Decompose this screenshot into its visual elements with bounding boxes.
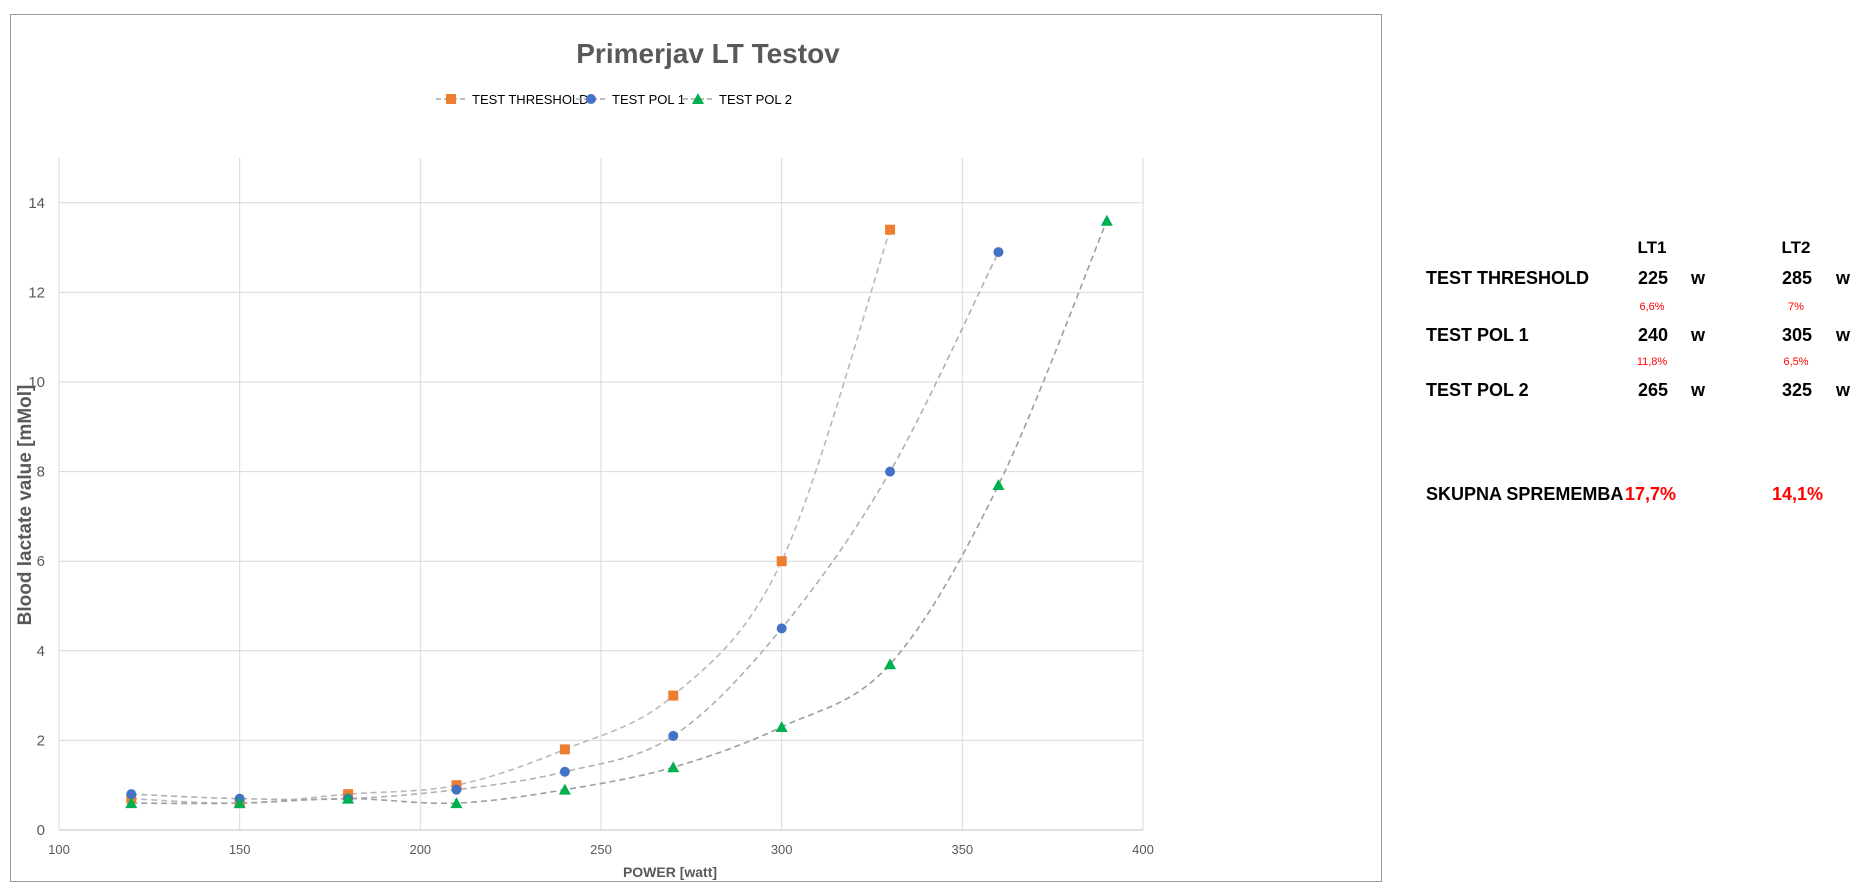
data-point-series-3: [667, 761, 680, 773]
data-point-series-3: [775, 720, 788, 732]
x-tick-label: 250: [590, 842, 612, 857]
unit-label: w: [1836, 325, 1851, 345]
data-point-series-1: [776, 556, 787, 567]
lt2-total: 14,1%: [1772, 484, 1824, 504]
data-point-series-3: [1100, 214, 1113, 226]
row-label: TEST POL 2: [1426, 380, 1529, 400]
row-label: TEST THRESHOLD: [1426, 268, 1590, 288]
chart-area: Primerjav LT Testov TEST THRESHOLD TEST P…: [10, 14, 1382, 882]
data-point-series-1: [885, 224, 896, 235]
x-tick-label: 350: [951, 842, 973, 857]
y-tick-label: 14: [28, 195, 45, 212]
data-points: [125, 214, 1113, 809]
legend-marker: [586, 94, 596, 104]
data-point-series-1: [559, 744, 570, 755]
lt2-value: 325: [1781, 380, 1812, 400]
trend-curve-2: [131, 251, 1000, 801]
data-point-series-2: [776, 623, 787, 634]
lt2-value: 285: [1781, 268, 1812, 288]
trend-curve-3: [131, 220, 1108, 805]
lt1-change: 11,8%: [1636, 356, 1668, 368]
legend-label: TEST THRESHOLD: [472, 92, 589, 107]
x-tick-label: 150: [229, 842, 251, 857]
row-label: TEST POL 1: [1426, 325, 1529, 345]
lt2-value: 305: [1781, 325, 1812, 345]
chart-title: Primerjav LT Testov: [576, 38, 840, 69]
grid: [58, 158, 1144, 830]
data-point-series-3: [992, 479, 1005, 491]
lt1-value: 225: [1637, 268, 1668, 288]
y-axis-label: Blood lactate value [mMol]: [15, 385, 36, 626]
data-point-series-3: [884, 658, 897, 670]
data-point-series-3: [233, 797, 246, 809]
x-axis-label: POWER [watt]: [623, 864, 717, 880]
unit-label: w: [1836, 380, 1851, 400]
unit-label: w: [1691, 380, 1706, 400]
data-point-series-1: [668, 690, 679, 701]
lt1-value: 265: [1637, 380, 1668, 400]
data-point-series-3: [125, 797, 138, 809]
x-tick-label: 100: [48, 842, 70, 857]
data-point-series-2: [993, 247, 1004, 258]
legend-marker: [692, 93, 704, 104]
lt2-change: 7%: [1788, 301, 1804, 313]
y-tick-label: 2: [37, 732, 45, 749]
y-tick-label: 4: [37, 643, 45, 660]
y-tick-label: 8: [37, 464, 45, 481]
legend-marker: [446, 94, 456, 104]
unit-label: w: [1691, 325, 1706, 345]
data-point-series-3: [558, 783, 571, 795]
x-tick-label: 400: [1132, 842, 1154, 857]
data-point-series-3: [342, 792, 355, 804]
x-tick-label: 200: [409, 842, 431, 857]
x-tick-label: 300: [771, 842, 793, 857]
data-point-series-2: [668, 730, 679, 741]
y-tick-label: 0: [37, 822, 45, 839]
data-point-series-2: [885, 466, 896, 477]
legend: TEST THRESHOLD TEST POL 1 TEST POL 2: [436, 92, 792, 107]
data-point-series-2: [126, 789, 137, 800]
y-tick-label: 10: [28, 374, 45, 391]
unit-label: w: [1836, 268, 1851, 288]
lt2-change: 6,5%: [1783, 356, 1809, 368]
lt1-value: 240: [1637, 325, 1668, 345]
y-tick-label: 6: [37, 553, 45, 570]
lt1-total: 17,7%: [1625, 484, 1677, 504]
lt1-header: LT1: [1637, 238, 1667, 257]
y-tick-label: 12: [28, 284, 45, 301]
unit-label: w: [1691, 268, 1706, 288]
data-point-series-2: [451, 784, 462, 795]
total-label: SKUPNA SPREMEMBA: [1426, 484, 1624, 504]
lt1-change: 6,6%: [1639, 301, 1665, 313]
trend-curve-1: [131, 229, 891, 805]
trend-curves: [131, 220, 1108, 805]
data-point-series-2: [559, 766, 570, 777]
legend-label: TEST POL 2: [719, 92, 792, 107]
chart-svg: Primerjav LT Testov TEST THRESHOLD TEST P…: [15, 38, 1154, 880]
legend-label: TEST POL 1: [612, 92, 685, 107]
axes: 0 2 4 6 8 10 12 14 100 150 200 250 300 350 400: [28, 195, 1154, 857]
lt2-header: LT2: [1781, 238, 1811, 257]
data-point-series-3: [450, 797, 463, 809]
